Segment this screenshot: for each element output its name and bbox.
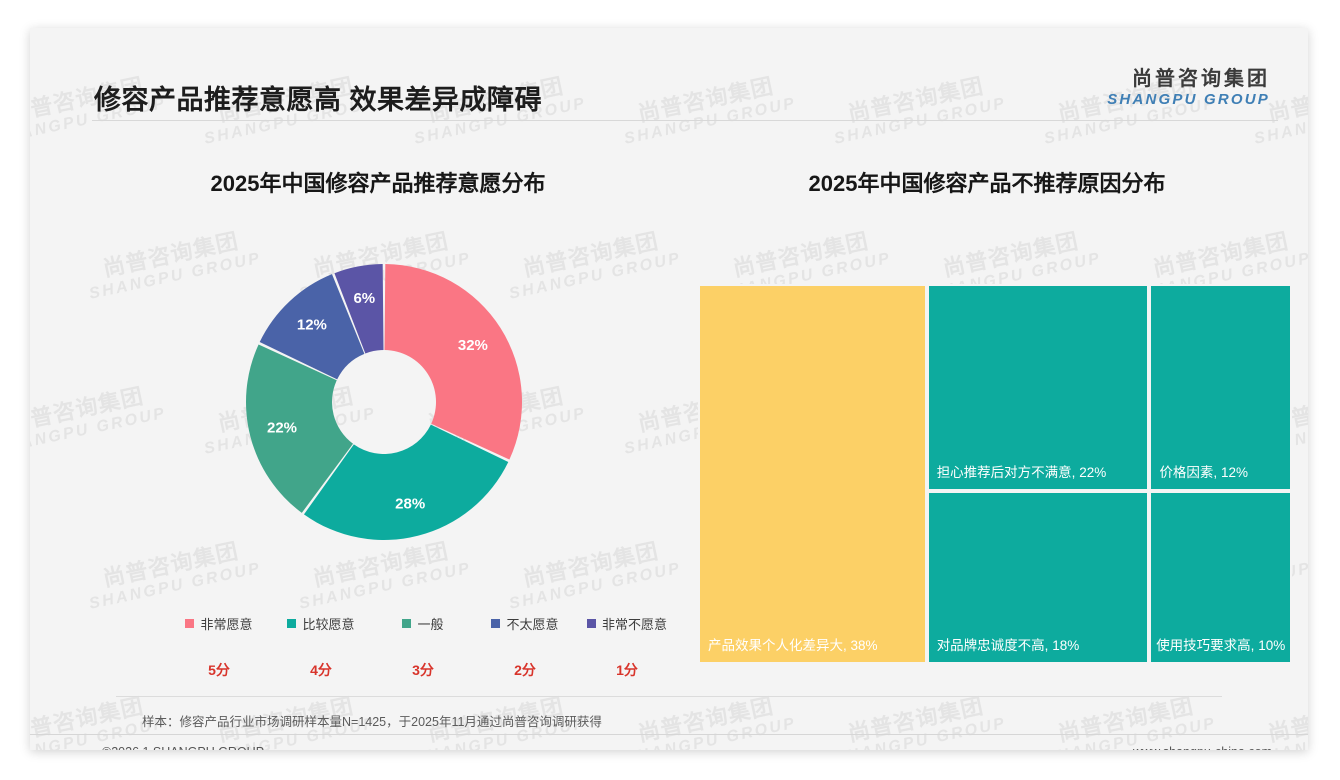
- treemap-chart-title: 2025年中国修容产品不推荐原因分布: [808, 171, 1166, 196]
- brand-logo: 尚普咨询集团 SHANGPU GROUP: [1107, 68, 1270, 108]
- donut-slice[interactable]: [245, 344, 354, 513]
- donut-chart: 32% 28% 22% 12% 6%: [234, 252, 534, 552]
- legend-score-label: 3分: [412, 662, 434, 678]
- page-title: 修容产品推荐意愿高 效果差异成障碍: [94, 85, 543, 115]
- legend-item[interactable]: 非常不愿意: [576, 614, 678, 633]
- legend-item[interactable]: 比较愿意: [270, 614, 372, 633]
- legend-label: 不太愿意: [506, 617, 559, 632]
- footer-divider: [30, 734, 1308, 735]
- donut-slice[interactable]: [259, 274, 365, 380]
- treemap-cell-label: 价格因素, 12%: [1159, 464, 1248, 480]
- donut-slice-label: 32%: [458, 337, 488, 354]
- donut-svg: 32% 28% 22% 12% 6%: [245, 264, 522, 540]
- slide-canvas: 尚普咨询集团 SHANGPU GROUP 尚普咨询集团 SHANGPU GROUP 尚普…: [30, 28, 1308, 750]
- treemap-cell[interactable]: 价格因素, 12%: [1149, 284, 1292, 492]
- copyright-text: ©2026.1 SHANGPU GROUP: [102, 745, 264, 750]
- legend-item[interactable]: 一般: [372, 614, 474, 633]
- donut-slice[interactable]: [334, 264, 384, 354]
- donut-slice-label: 22%: [267, 420, 297, 437]
- logo-english-text: SHANGPU GROUP: [1107, 91, 1270, 108]
- website-url[interactable]: www.shangpu-china.com: [1133, 745, 1272, 750]
- slide-header: 修容产品推荐意愿高 效果差异成障碍 尚普咨询集团 SHANGPU GROUP: [30, 28, 1308, 120]
- legend-swatch-icon: [185, 619, 195, 628]
- treemap-cell[interactable]: 担心推荐后对方不满意, 22%: [926, 284, 1150, 492]
- treemap-cell[interactable]: 使用技巧要求高, 10%: [1149, 491, 1292, 664]
- donut-chart-panel: 2025年中国修容产品推荐意愿分布 32% 28% 22% 12% 6% 非常愿意 比较愿…: [78, 166, 678, 706]
- legend-swatch-icon: [402, 619, 412, 628]
- sample-footnote: 样本：修容产品行业市场调研样本量N=1425，于2025年11月通过尚普咨询调研…: [142, 715, 602, 729]
- donut-slice-label: 12%: [297, 317, 327, 334]
- legend-label: 一般: [417, 617, 444, 632]
- donut-chart-title: 2025年中国修容产品推荐意愿分布: [210, 171, 546, 196]
- donut-score-row: 5分 4分 3分 2分 1分: [168, 660, 678, 680]
- treemap-cell-label: 产品效果个人化差异大, 38%: [708, 637, 878, 653]
- legend-swatch-icon: [287, 619, 297, 628]
- legend-label: 比较愿意: [302, 617, 355, 632]
- legend-item[interactable]: 非常愿意: [168, 614, 270, 633]
- legend-item[interactable]: 不太愿意: [474, 614, 576, 633]
- logo-chinese-text: 尚普咨询集团: [1132, 68, 1270, 90]
- treemap-chart: 产品效果个人化差异大, 38% 担心推荐后对方不满意, 22% 对品牌忠诚度不高, …: [698, 284, 1292, 664]
- treemap-cell[interactable]: 对品牌忠诚度不高, 18%: [926, 491, 1150, 664]
- legend-score-label: 4分: [310, 662, 332, 678]
- donut-slice[interactable]: [384, 264, 522, 460]
- donut-slice[interactable]: [303, 424, 509, 540]
- footnote-divider: [116, 696, 1222, 697]
- treemap-cell[interactable]: 产品效果个人化差异大, 38%: [698, 284, 927, 664]
- legend-label: 非常不愿意: [601, 617, 667, 632]
- header-divider: [92, 120, 1278, 121]
- treemap-cell-label: 担心推荐后对方不满意, 22%: [936, 464, 1107, 480]
- treemap-chart-panel: 2025年中国修容产品不推荐原因分布 产品效果个人化差异大, 38% 担心推荐后对…: [690, 166, 1292, 706]
- legend-score-label: 1分: [616, 662, 638, 678]
- donut-slice-label: 6%: [353, 290, 375, 307]
- donut-slice-label: 28%: [395, 496, 425, 513]
- legend-swatch-icon: [491, 619, 501, 628]
- legend-label: 非常愿意: [200, 617, 253, 632]
- treemap-cell-label: 使用技巧要求高, 10%: [1156, 637, 1286, 653]
- donut-legend: 非常愿意 比较愿意 一般 不太愿意 非常不愿意: [168, 614, 678, 633]
- legend-score-label: 5分: [208, 662, 230, 678]
- legend-score-label: 2分: [514, 662, 536, 678]
- treemap-cell-label: 对品牌忠诚度不高, 18%: [936, 637, 1080, 653]
- legend-swatch-icon: [586, 619, 596, 628]
